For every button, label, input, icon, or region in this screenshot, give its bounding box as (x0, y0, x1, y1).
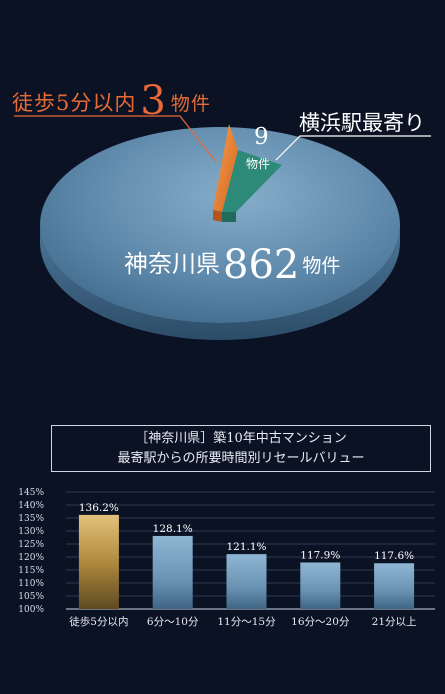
total-unit: 物件 (302, 255, 341, 277)
bar-chart-svg: 100% 105% 110% 115% 120% 125% 130% 135% 140% 145%… (18, 488, 435, 628)
walk-label: 徒歩5分以内 3 物件 (12, 78, 211, 124)
y-tick-label: 110% (18, 579, 44, 589)
x-category-label: 16分〜20分 (291, 616, 350, 628)
y-tick-label: 100% (18, 605, 44, 615)
chart-header-line2: 最寄駅からの所要時間別リセールバリュー (117, 451, 365, 466)
pie-side (40, 225, 400, 340)
walk-unit: 物件 (170, 93, 211, 115)
station-label: 横浜駅最寄り (299, 111, 425, 135)
y-tick-label: 130% (18, 527, 44, 537)
walk-leader-line (14, 115, 217, 163)
y-tick-label: 120% (18, 553, 44, 563)
x-category-label: 徒歩5分以内 (69, 615, 128, 628)
pie-slice-total (40, 127, 400, 323)
y-tick-label: 135% (18, 514, 44, 524)
y-tick-label: 105% (18, 592, 44, 602)
total-label-text: 神奈川県 (124, 250, 220, 278)
y-tick-label: 115% (18, 566, 44, 576)
station-leader-line (275, 135, 431, 161)
x-category-label: 21分以上 (372, 616, 417, 628)
bar-value-label: 128.1% (153, 523, 193, 535)
chart-header-line1: ［神奈川県］築10年中古マンション (135, 431, 347, 446)
bar-value-label: 117.6% (374, 550, 414, 562)
bar (226, 554, 267, 609)
total-count: 862 (223, 242, 300, 288)
walk-label-text: 徒歩5分以内 (12, 91, 137, 115)
y-tick-label: 140% (18, 501, 44, 511)
station-count: 9 (254, 124, 269, 150)
pie-graphic (14, 115, 431, 340)
pie-slice-station (222, 150, 282, 212)
x-category-label: 6分〜10分 (147, 616, 199, 628)
bar-chart: 100% 105% 110% 115% 120% 125% 130% 135% 140% 145%… (0, 480, 445, 690)
bar (300, 562, 341, 609)
y-tick-label: 125% (18, 540, 44, 550)
bar-value-label: 136.2% (79, 502, 119, 514)
chart-header-box: ［神奈川県］築10年中古マンション 最寄駅からの所要時間別リセールバリュー (51, 425, 431, 472)
y-tick-label: 145% (18, 488, 44, 498)
bar-value-label: 117.9% (300, 549, 340, 561)
bar-value-label: 121.1% (226, 541, 266, 553)
pie-slice-walk (213, 124, 238, 212)
x-category-label: 11分〜15分 (217, 616, 276, 628)
bar (78, 514, 119, 609)
pie-slice-station-side (222, 212, 236, 222)
pie-chart: 徒歩5分以内 3 物件 横浜駅最寄り 9 物件 神奈川県862 物件 (12, 78, 431, 340)
total-label: 神奈川県862 物件 (124, 242, 340, 288)
pie-slice-walk-side (213, 210, 222, 222)
walk-count: 3 (140, 78, 167, 124)
bar (374, 563, 415, 609)
station-unit: 物件 (246, 157, 271, 171)
bar (152, 535, 193, 609)
